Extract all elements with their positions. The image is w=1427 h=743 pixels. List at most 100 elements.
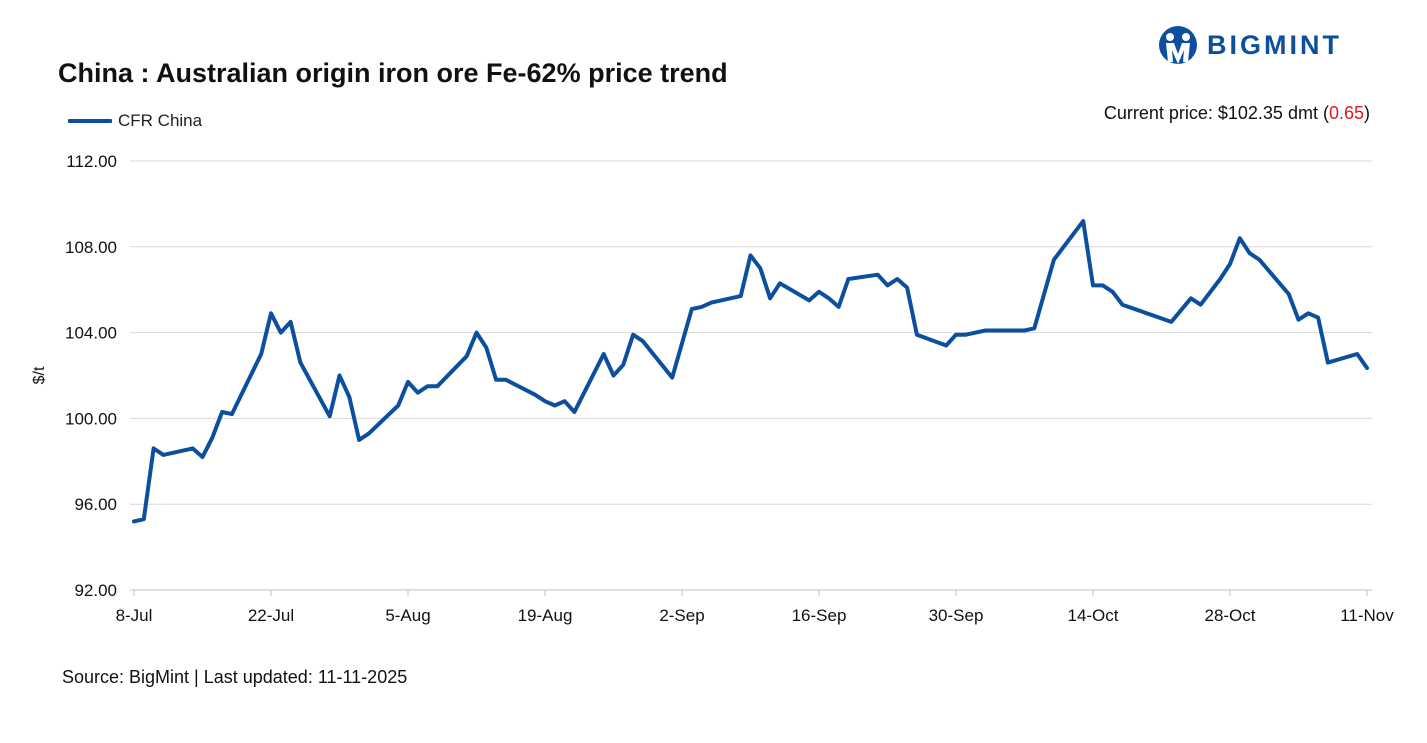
data-point [279,331,283,335]
data-point [1287,292,1291,296]
chart-title: China : Australian origin iron ore Fe-62… [58,58,728,88]
y-tick-label: 108.00 [65,238,117,257]
data-point [357,438,361,442]
data-point [406,380,410,384]
data-point [876,273,880,277]
series-line-cfr-china [132,219,1369,524]
data-point [837,305,841,309]
data-point [338,374,342,378]
data-point [846,277,850,281]
data-point [142,517,146,521]
data-point [465,354,469,358]
data-point [1326,361,1330,365]
data-point [690,307,694,311]
legend-label: CFR China [118,111,203,130]
data-point [416,391,420,395]
x-tick-label: 28-Oct [1204,606,1255,625]
data-point [347,395,351,399]
y-axis-label: $/t [31,366,48,384]
y-tick-label: 104.00 [65,324,117,343]
data-point [827,296,831,300]
data-point [1365,366,1369,370]
data-point [749,253,753,257]
data-point [621,363,625,367]
data-point [1257,258,1261,262]
data-point [1032,326,1036,330]
x-tick-label: 5-Aug [385,606,430,625]
data-point [680,341,684,345]
data-point [758,266,762,270]
data-point [191,446,195,450]
data-point [553,404,557,408]
data-point [905,286,909,290]
current-price-close: ) [1364,103,1370,123]
x-tick-label: 16-Sep [792,606,847,625]
brand-logo: BIGMINT [1157,24,1342,66]
data-point [152,446,156,450]
current-price-label: Current price: $102.35 dmt ( [1103,103,1329,123]
data-point [1297,318,1301,322]
data-point [1306,311,1310,315]
x-tick-label: 22-Jul [248,606,294,625]
data-point [1169,320,1173,324]
data-point [132,519,136,523]
x-tick-label: 11-Nov [1340,606,1394,625]
data-point [435,384,439,388]
y-tick-label: 112.00 [66,152,117,171]
data-point [543,399,547,403]
y-tick-label: 92.00 [74,581,117,600]
data-point [298,361,302,365]
data-point [1023,329,1027,333]
data-point [1218,277,1222,281]
y-tick-label: 100.00 [65,409,117,428]
data-point [964,333,968,337]
chart-legend: CFR China [68,111,202,131]
data-point [1228,262,1232,266]
data-point [1120,303,1124,307]
data-point [484,346,488,350]
brand-name: BIGMINT [1207,29,1342,60]
data-point [563,399,567,403]
data-point [533,393,537,397]
data-point [817,290,821,294]
data-point [328,414,332,418]
data-point [1101,283,1105,287]
data-point [210,436,214,440]
data-point [220,410,224,414]
data-point [670,376,674,380]
data-point [886,283,890,287]
current-price: Current price: $102.35 dmt (0.65) [1104,103,1370,124]
legend-swatch [68,119,112,123]
data-point [1238,236,1242,240]
bigmint-logo-icon [1159,26,1197,64]
data-point [768,296,772,300]
data-point [1248,251,1252,255]
y-tick-label: 96.00 [74,495,117,514]
data-point [709,301,713,305]
data-point [954,333,958,337]
data-point [367,431,371,435]
data-point [1355,352,1359,356]
data-point [778,281,782,285]
data-point [1081,219,1085,223]
data-point [944,344,948,348]
data-point [396,404,400,408]
data-point [289,320,293,324]
data-point [572,410,576,414]
data-point [631,333,635,337]
data-point [739,294,743,298]
data-point [426,384,430,388]
x-tick-label: 19-Aug [518,606,573,625]
data-point [700,305,704,309]
data-point [494,378,498,382]
data-point [612,374,616,378]
current-price-change: 0.65 [1328,103,1364,123]
data-point [1111,290,1115,294]
data-point [983,329,987,333]
x-tick-label: 14-Oct [1067,606,1118,625]
source-note: Source: BigMint | Last updated: 11-11-20… [62,667,408,687]
data-point [895,277,899,281]
data-point [475,331,479,335]
data-point [1189,296,1193,300]
